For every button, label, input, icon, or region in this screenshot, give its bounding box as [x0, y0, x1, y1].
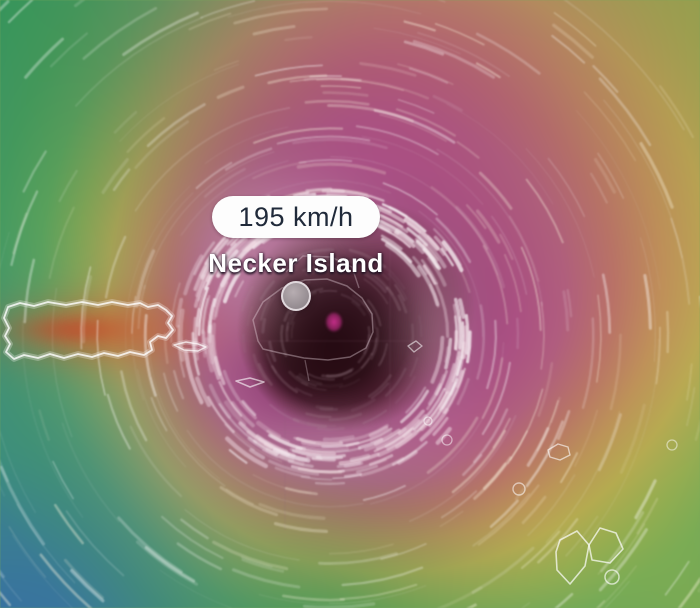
location-label: Necker Island [208, 248, 384, 278]
wind-speed-value: 195 km/h [238, 201, 354, 232]
eye-hotspot [322, 308, 346, 336]
wind-speed-pill[interactable]: 195 km/h [212, 196, 380, 238]
location-marker[interactable] [281, 281, 311, 311]
